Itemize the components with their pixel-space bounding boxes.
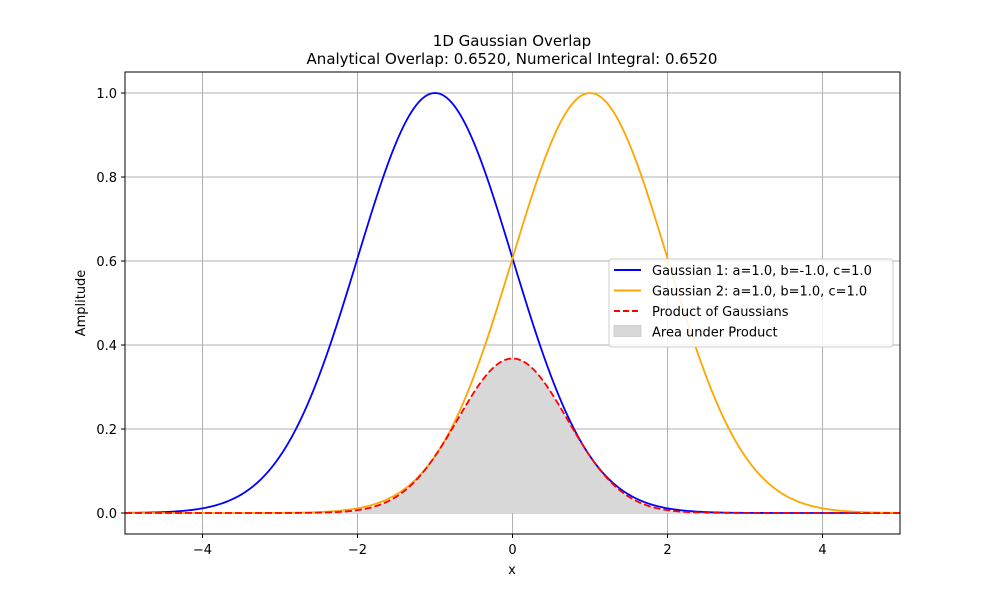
legend-swatch-fill xyxy=(613,325,642,337)
x-axis-ticks: −4 −2 0 2 4 xyxy=(193,534,827,558)
y-tick-label: 0.2 xyxy=(96,423,117,438)
legend-label: Gaussian 2: a=1.0, b=1.0, c=1.0 xyxy=(652,285,867,300)
y-axis-ticks: 0.0 0.2 0.4 0.6 0.8 1.0 xyxy=(96,87,125,522)
legend-box xyxy=(608,258,894,348)
legend: Gaussian 1: a=1.0, b=-1.0, c=1.0 Gaussian… xyxy=(608,258,894,348)
x-tick-label: 4 xyxy=(818,543,826,558)
y-tick-label: 0.4 xyxy=(96,339,117,354)
series-lines xyxy=(124,92,901,514)
x-axis-label: x xyxy=(508,563,516,578)
grid-lines xyxy=(125,72,900,534)
x-tick-label: −2 xyxy=(348,543,367,558)
y-tick-label: 0.0 xyxy=(96,507,117,522)
y-tick-label: 0.8 xyxy=(96,171,117,186)
y-axis-label: Amplitude xyxy=(74,270,89,337)
chart-subtitle: Analytical Overlap: 0.6520, Numerical In… xyxy=(307,50,718,68)
series-line-gaussian-2 xyxy=(125,92,901,514)
chart-title: 1D Gaussian Overlap xyxy=(433,32,591,50)
y-tick-label: 0.6 xyxy=(96,255,117,270)
product-area-fill xyxy=(125,358,900,513)
legend-label: Gaussian 1: a=1.0, b=-1.0, c=1.0 xyxy=(652,264,872,279)
x-tick-label: −4 xyxy=(193,543,212,558)
area-under-product xyxy=(125,358,900,513)
x-tick-label: 2 xyxy=(663,543,671,558)
x-tick-label: 0 xyxy=(508,543,516,558)
legend-label: Product of Gaussians xyxy=(652,305,789,320)
legend-label: Area under Product xyxy=(652,326,778,341)
y-tick-label: 1.0 xyxy=(96,87,117,102)
